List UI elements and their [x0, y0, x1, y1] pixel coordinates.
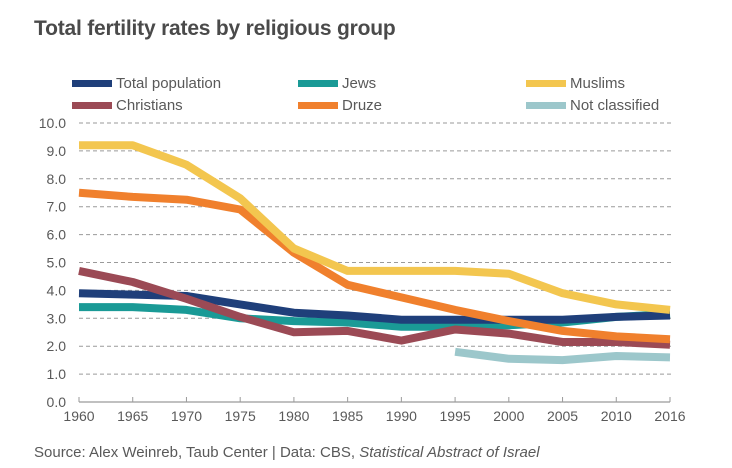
- source-publication: Statistical Abstract of Israel: [359, 444, 540, 461]
- legend-item-muslims: Muslims: [526, 73, 625, 93]
- legend-swatch-muslims: [526, 79, 566, 87]
- x-tick-label: 2010: [601, 408, 632, 424]
- legend-item-jews: Jews: [298, 73, 376, 93]
- legend-swatch-jews: [298, 79, 338, 87]
- x-tick-label: 1970: [171, 408, 202, 424]
- x-tick-label: 1995: [440, 408, 471, 424]
- y-tick-label: 0.0: [47, 394, 67, 410]
- y-tick-label: 5.0: [47, 255, 67, 271]
- y-axis-tick-labels: 0.0 1.0 2.0 3.0 4.0 5.0 6.0 7.0 8.0 9.0 10.0: [39, 115, 66, 410]
- x-tick-label: 2000: [493, 408, 524, 424]
- y-tick-label: 2.0: [47, 338, 67, 354]
- legend-swatch-not-classified: [526, 101, 566, 109]
- series-line-not-classified: [454, 347, 671, 365]
- chart-title: Total fertility rates by religious group: [34, 17, 396, 40]
- x-tick-label: 1975: [225, 408, 256, 424]
- y-tick-label: 4.0: [47, 282, 67, 298]
- source-note: Source: Alex Weinreb, Taub Center | Data…: [34, 444, 540, 461]
- x-tick-label: 1965: [117, 408, 148, 424]
- x-tick-label: 2016: [654, 408, 685, 424]
- legend-item-christians: Christians: [72, 95, 183, 115]
- y-tick-label: 7.0: [47, 199, 67, 215]
- legend-swatch-christians: [72, 101, 112, 109]
- x-tick-label: 2005: [547, 408, 578, 424]
- y-tick-label: 3.0: [47, 310, 67, 326]
- legend-item-not-classified: Not classified: [526, 95, 659, 115]
- y-tick-label: 6.0: [47, 227, 67, 243]
- legend-label: Jews: [342, 74, 377, 92]
- x-tick-label: 1980: [278, 408, 309, 424]
- series-line-christians: [78, 266, 671, 349]
- legend-label: Not classified: [570, 96, 660, 114]
- y-tick-label: 9.0: [47, 143, 67, 159]
- y-tick-label: 8.0: [47, 171, 67, 187]
- x-tick-label: 1990: [386, 408, 417, 424]
- source-text: Source: Alex Weinreb, Taub Center | Data…: [34, 444, 360, 461]
- legend-item-druze: Druze: [298, 95, 382, 115]
- legend-swatch-druze: [298, 101, 338, 109]
- y-tick-label: 10.0: [39, 115, 66, 131]
- legend-label: Muslims: [570, 74, 625, 92]
- legend-item-total-population: Total population: [72, 73, 221, 93]
- legend-label: Druze: [342, 96, 383, 114]
- legend-swatch-total-population: [72, 79, 112, 87]
- y-tick-label: 1.0: [47, 366, 67, 382]
- line-chart: 0.01.02.03.04.05.06.07.08.09.010.0 1960 1…: [39, 115, 686, 424]
- series-line-muslims: [79, 141, 671, 314]
- legend-label: Christians: [116, 96, 183, 114]
- x-tick-label: 1985: [332, 408, 363, 424]
- x-axis: 1960 1965 1970 1975 1980 1985 1990 1995 2000 2005…: [63, 397, 686, 424]
- series-line-druze: [78, 188, 671, 344]
- series-lines: [78, 141, 671, 365]
- legend-label: Total population: [116, 74, 222, 92]
- x-tick-label: 1960: [63, 408, 94, 424]
